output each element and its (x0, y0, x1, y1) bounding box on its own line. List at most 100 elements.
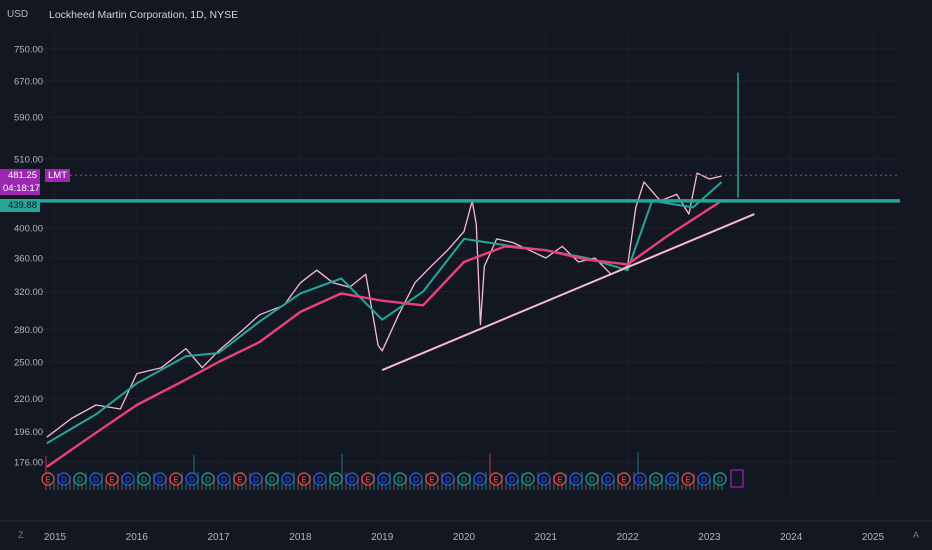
event-marker (249, 472, 263, 486)
chart-title[interactable]: Lockheed Martin Corporation, 1D, NYSE (49, 9, 239, 21)
volume-bar (349, 480, 351, 490)
volume-bar (361, 476, 363, 490)
volume-bar (637, 452, 639, 490)
volume-bar (69, 476, 71, 490)
event-marker-label: D (93, 476, 99, 485)
volume-bar (541, 481, 543, 490)
volume-bar (665, 480, 667, 490)
event-marker-label: D (573, 476, 579, 485)
event-marker (297, 472, 311, 486)
volume-bar (333, 484, 335, 490)
event-marker (169, 472, 183, 486)
event-marker-label: D (669, 476, 675, 485)
volume-bar (421, 480, 423, 490)
x-tick-label: 2015 (44, 532, 67, 543)
volume-bar (661, 473, 663, 490)
event-marker-label: D (77, 476, 83, 485)
volume-bar (445, 481, 447, 490)
volume-bar (601, 477, 603, 490)
y-tick-label: 400.00 (14, 224, 43, 235)
event-marker (681, 472, 695, 486)
event-marker-label: D (717, 476, 723, 485)
x-tick-label: 2023 (698, 532, 721, 543)
x-tick-label: 2025 (862, 532, 885, 543)
event-marker-label: E (685, 476, 690, 485)
volume-bar (245, 483, 247, 490)
volume-bar (549, 478, 551, 490)
event-marker (313, 472, 327, 486)
event-marker (441, 472, 455, 486)
volume-bar (673, 484, 675, 490)
event-marker-label: D (525, 476, 531, 485)
event-marker-label: E (173, 476, 178, 485)
volume-bar (437, 484, 439, 490)
volume-bar (717, 482, 719, 490)
x-tick-label: 2017 (207, 532, 230, 543)
volume-bar (53, 482, 55, 490)
next-earnings-marker (730, 469, 744, 488)
volume-bar (697, 477, 699, 490)
series-line-1 (46, 181, 723, 445)
volume-bar (645, 478, 647, 490)
event-marker (633, 472, 647, 486)
volume-bar (525, 483, 527, 490)
volume-bar (309, 475, 311, 490)
event-marker-label: E (621, 476, 626, 485)
y-tick-label: 280.00 (14, 325, 43, 336)
volume-bar (585, 483, 587, 490)
volume-bar (689, 480, 691, 490)
event-marker (361, 472, 375, 486)
event-marker (409, 472, 423, 486)
auto-scale-button[interactable]: A (913, 530, 920, 540)
event-marker (569, 472, 583, 486)
event-marker (201, 472, 215, 486)
event-marker-label: D (253, 476, 259, 485)
event-marker-label: D (397, 476, 403, 485)
volume-bar (693, 473, 695, 490)
y-tick-label: 320.00 (14, 287, 43, 298)
event-marker (697, 472, 711, 486)
event-marker (601, 472, 615, 486)
volume-bar (133, 481, 135, 490)
volume-bar (393, 482, 395, 490)
x-tick-label: 2024 (780, 532, 803, 543)
volume-bar (281, 482, 283, 490)
volume-bar (265, 476, 267, 490)
event-marker-label: D (269, 476, 275, 485)
volume-bar (217, 475, 219, 490)
event-marker (393, 472, 407, 486)
event-marker (521, 472, 535, 486)
volume-bar (553, 475, 555, 490)
volume-bar (325, 480, 327, 490)
event-marker (617, 472, 631, 486)
volume-bar (169, 476, 171, 490)
event-marker-label: D (541, 476, 547, 485)
event-marker (217, 472, 231, 486)
event-marker-label: D (349, 476, 355, 485)
event-marker-label: E (301, 476, 306, 485)
zoom-icon[interactable]: Z (18, 530, 24, 540)
volume-bar (613, 479, 615, 490)
volume-bar (629, 485, 631, 490)
volume-bar (577, 484, 579, 490)
y-tick-label: 360.00 (14, 254, 43, 265)
volume-bar (73, 477, 75, 490)
volume-bar (193, 455, 195, 490)
event-marker-label: D (61, 476, 67, 485)
event-marker (121, 472, 135, 486)
y-tick-label: 176.00 (14, 458, 43, 469)
event-marker-label: D (205, 476, 211, 485)
event-marker (553, 472, 567, 486)
event-marker-label: E (365, 476, 370, 485)
y-tick-label: 590.00 (14, 113, 43, 124)
event-marker (137, 472, 151, 486)
countdown-timer: 04:18:17 (0, 182, 40, 195)
event-marker-label: D (333, 476, 339, 485)
event-marker-label: E (557, 476, 562, 485)
volume-bar (649, 474, 651, 490)
volume-bar (141, 485, 143, 490)
symbol-tag[interactable]: LMT (45, 169, 70, 182)
event-marker (489, 472, 503, 486)
